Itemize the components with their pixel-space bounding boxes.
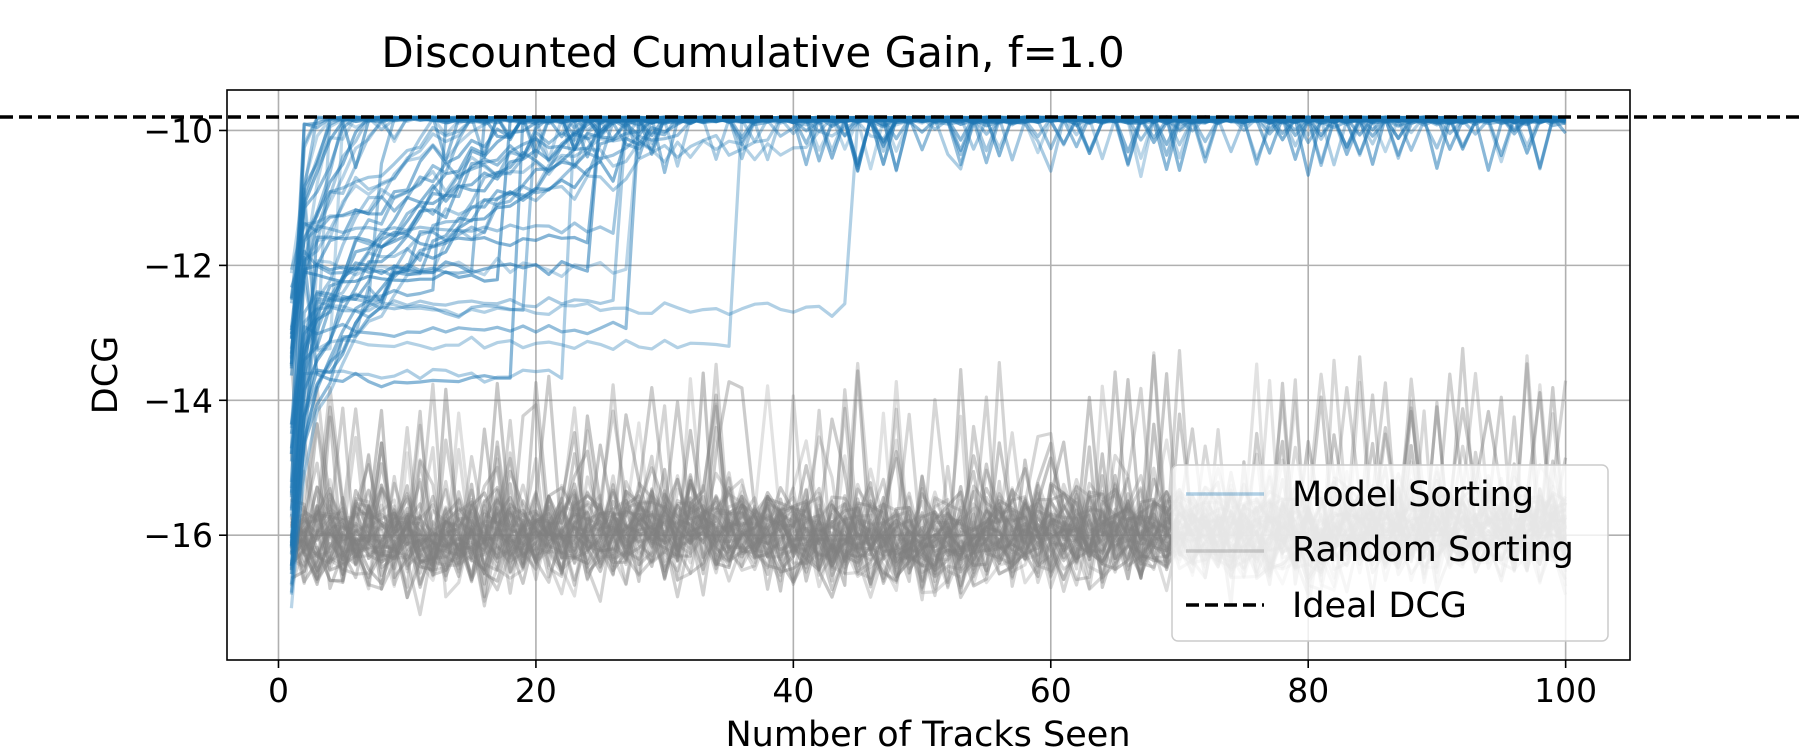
legend-random-sorting-label: Random Sorting	[1292, 530, 1574, 570]
x-tick-label: 60	[1030, 671, 1072, 710]
model-sorting-line	[289, 115, 1566, 389]
legend-model-sorting-label: Model Sorting	[1292, 475, 1534, 515]
x-axis-label: Number of Tracks Seen	[726, 715, 1131, 750]
y-tick-label: −10	[143, 111, 213, 150]
chart-title: Discounted Cumulative Gain, f=1.0	[381, 28, 1124, 77]
legend-box	[1171, 464, 1609, 642]
x-tick-label: 100	[1534, 671, 1597, 710]
x-tick-label: 20	[515, 671, 557, 710]
y-axis-label: DCG	[86, 336, 126, 415]
plot-frame	[226, 89, 1631, 661]
x-tick-label: 0	[268, 671, 289, 710]
x-tick-label: 80	[1287, 671, 1329, 710]
random-sorting-line	[290, 386, 1567, 617]
y-tick-label: −14	[143, 381, 213, 420]
random-sorting-line	[289, 349, 1568, 586]
y-tick-label: −16	[143, 516, 213, 555]
model-sorting-line	[289, 115, 1566, 360]
y-axis-ticks: −16 −14 −12 −10	[143, 111, 227, 555]
legend-ideal-dcg-label: Ideal DCG	[1292, 586, 1467, 626]
x-tick-label: 40	[772, 671, 814, 710]
x-axis-ticks: 0 20 40 60 80 100	[268, 660, 1597, 710]
legend: Model Sorting Random Sorting Ideal DCG	[1171, 464, 1609, 642]
y-tick-label: −12	[143, 246, 213, 285]
